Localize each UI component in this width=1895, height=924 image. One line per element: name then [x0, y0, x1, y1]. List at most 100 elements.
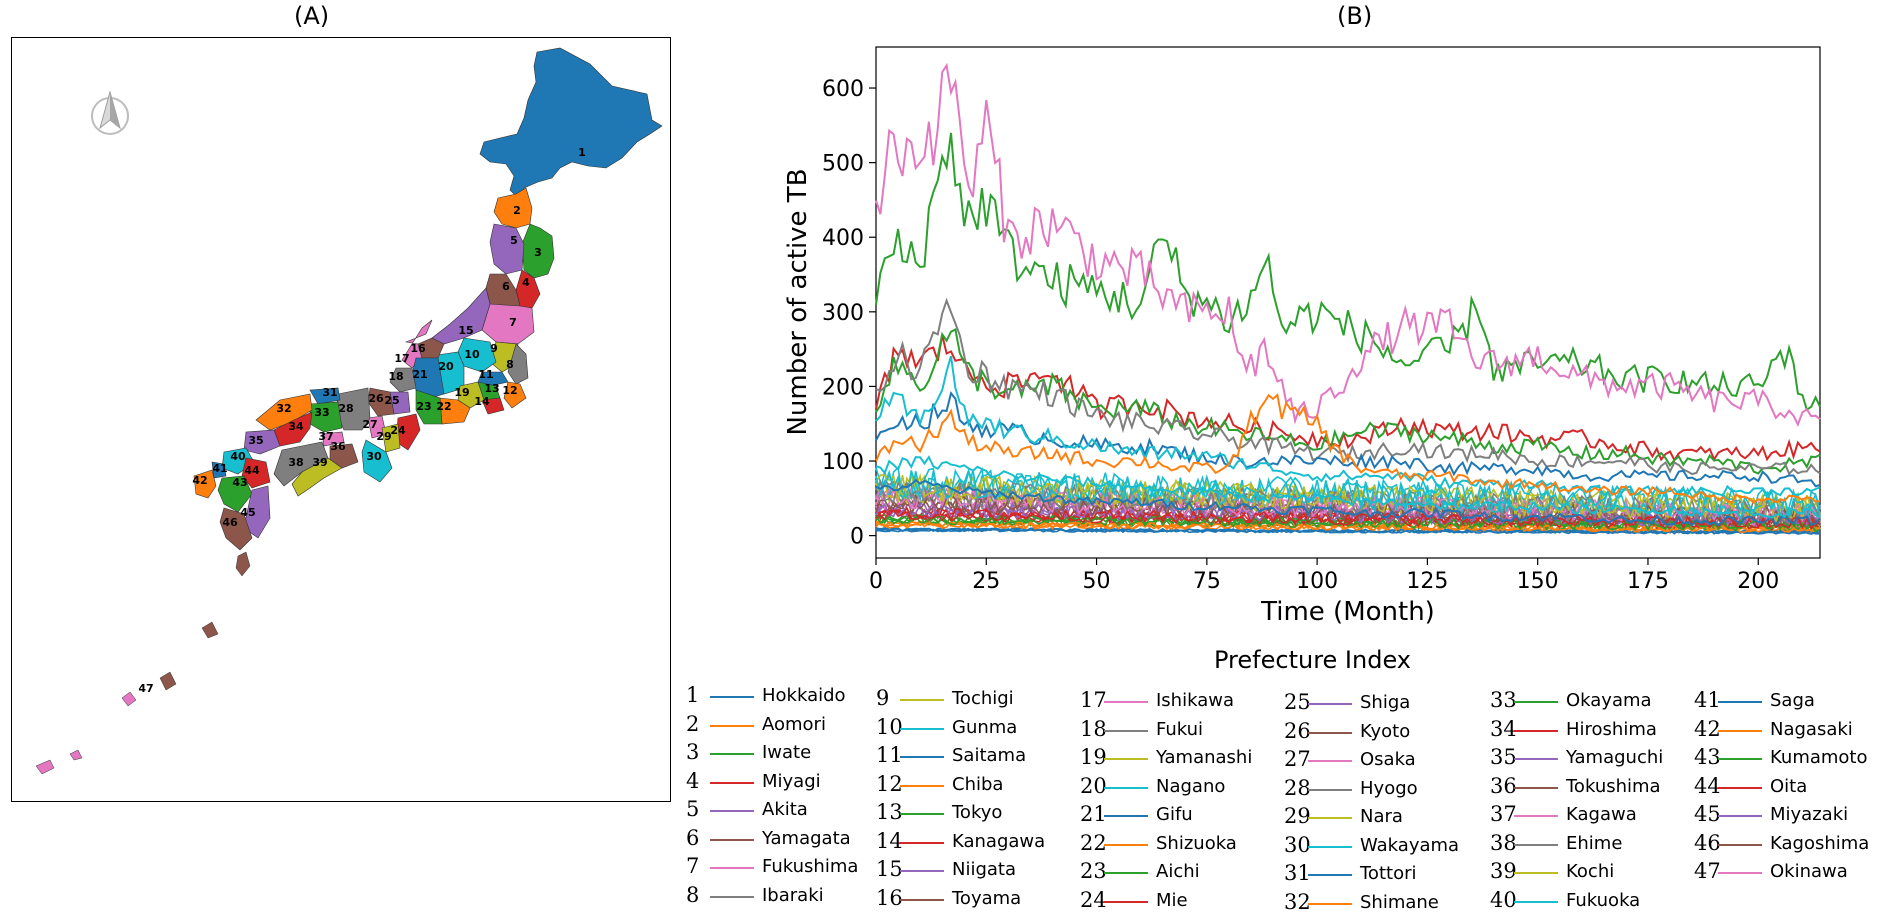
- legend-label: Ibaraki: [762, 884, 824, 906]
- legend-index: 28: [1284, 775, 1311, 800]
- prefecture-45-shape: [243, 485, 271, 539]
- map-label-27: 27: [362, 418, 377, 431]
- prefecture-41-shape: [211, 461, 227, 479]
- prefecture-7-shape: [481, 303, 535, 345]
- x-tick-label: 25: [972, 569, 1000, 594]
- series-line-fukuoka: [875, 455, 1821, 520]
- y-tick-label: 0: [850, 525, 864, 550]
- legend-label: Kochi: [1566, 861, 1615, 882]
- map-label-23: 23: [416, 400, 431, 413]
- legend-line-swatch: [900, 898, 944, 901]
- prefecture-44-shape: [241, 457, 271, 489]
- legend-label: Aichi: [1156, 861, 1200, 882]
- series-line-aichi: [875, 328, 1821, 475]
- legend-label: Nagano: [1156, 775, 1226, 797]
- legend-index: 5: [686, 797, 700, 821]
- legend-index: 25: [1284, 690, 1311, 714]
- legend-line-swatch: [1104, 729, 1148, 732]
- map-label-22: 22: [436, 400, 451, 413]
- prefecture-42-shape: [193, 469, 217, 499]
- prefecture-30-shape: [361, 439, 393, 483]
- legend-label: Hyogo: [1360, 777, 1418, 799]
- legend-label: Wakayama: [1360, 834, 1460, 856]
- legend-index: 42: [1694, 716, 1721, 741]
- legend-line-swatch: [900, 727, 944, 730]
- legend-index: 31: [1284, 861, 1311, 885]
- legend-label: Nara: [1360, 806, 1403, 827]
- legend-line-swatch: [1718, 701, 1762, 703]
- legend-label: Shizuoka: [1156, 832, 1237, 854]
- map-label-7: 7: [509, 316, 517, 329]
- legend-line-swatch: [710, 753, 754, 755]
- legend-line-swatch: [1514, 843, 1558, 846]
- legend-line-swatch: [1514, 900, 1558, 903]
- legend-index: 22: [1080, 830, 1107, 855]
- prefecture-18-shape: [389, 367, 417, 393]
- legend-index: 16: [876, 885, 903, 910]
- legend-title: Prefecture Index: [1214, 646, 1411, 674]
- legend-label: Nagasaki: [1770, 718, 1853, 740]
- legend-index: 41: [1694, 688, 1721, 712]
- series-line-low-34: [875, 506, 1821, 531]
- legend-label: Yamaguchi: [1566, 747, 1664, 768]
- x-tick-label: 150: [1517, 569, 1559, 594]
- prefecture-36-shape: [329, 443, 359, 469]
- map-label-18: 18: [388, 370, 403, 383]
- legend-line-swatch: [710, 838, 754, 841]
- legend-index: 15: [876, 857, 903, 881]
- map-label-30: 30: [366, 450, 382, 463]
- legend-label: Tokushima: [1566, 775, 1661, 797]
- legend-line-swatch: [1514, 758, 1558, 760]
- tick-layer: 0 25 50 75 100 125 150 175 200 0 100 200 300 400 500 60…: [822, 77, 1779, 594]
- legend-line-swatch: [1308, 703, 1352, 705]
- legend-line-swatch: [1308, 874, 1352, 876]
- legend-line-swatch: [710, 696, 754, 698]
- prefecture-39-shape: [291, 457, 343, 497]
- legend-index: 30: [1284, 832, 1311, 857]
- legend-line-swatch: [1104, 872, 1148, 874]
- legend-label: Oita: [1770, 775, 1808, 797]
- legend-index: 46: [1694, 830, 1721, 855]
- legend-line-swatch: [900, 784, 944, 787]
- map-label-15: 15: [458, 324, 473, 337]
- legend-label: Saga: [1770, 690, 1815, 711]
- legend-index: 10: [876, 714, 903, 739]
- legend-index: 18: [1080, 716, 1107, 741]
- legend-label: Chiba: [952, 773, 1004, 795]
- prefecture-47-shape: [35, 691, 137, 775]
- legend-index: 32: [1284, 889, 1311, 914]
- legend-line-swatch: [1718, 815, 1762, 817]
- legend-label: Yamagata: [762, 827, 851, 849]
- prefecture-23-shape: [415, 389, 443, 425]
- legend-index: 19: [1080, 745, 1107, 769]
- legend-label: Gunma: [952, 716, 1018, 738]
- legend-label: Aomori: [762, 713, 826, 735]
- legend-label: Shimane: [1360, 891, 1439, 913]
- legend-line-swatch: [1308, 731, 1352, 734]
- map-label-42: 42: [192, 474, 207, 487]
- legend-line-swatch: [1308, 788, 1352, 791]
- legend-label: Fukuoka: [1566, 889, 1641, 911]
- north-arrow-icon: [91, 90, 129, 135]
- legend-line-swatch: [1104, 815, 1148, 817]
- map-label-24: 24: [390, 424, 406, 437]
- legend-index: 33: [1490, 688, 1517, 712]
- map-label-8: 8: [506, 358, 514, 371]
- map-label-35: 35: [248, 434, 263, 447]
- series-line-low-32: [875, 520, 1821, 534]
- series-line-osaka: [875, 62, 1821, 428]
- prefecture-19-shape: [457, 381, 485, 409]
- prefecture-14-shape: [481, 397, 505, 415]
- map-label-14: 14: [474, 395, 490, 408]
- legend-line-swatch: [1308, 902, 1352, 905]
- legend-label: Ehime: [1566, 832, 1623, 854]
- legend-line-swatch: [1718, 843, 1762, 846]
- legend-line-swatch: [1514, 701, 1558, 703]
- legend-line-swatch: [1514, 872, 1558, 874]
- y-tick-label: 200: [822, 375, 864, 400]
- x-tick-label: 0: [869, 569, 883, 594]
- legend-line-swatch: [1308, 845, 1352, 848]
- map-label-39: 39: [312, 456, 327, 469]
- y-tick-label: 300: [822, 301, 864, 326]
- legend-label: Shiga: [1360, 692, 1411, 713]
